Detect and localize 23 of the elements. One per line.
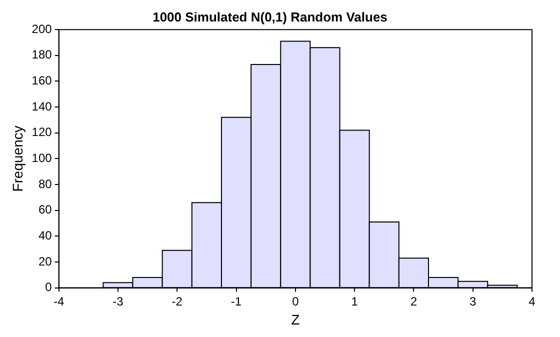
y-tick-label: 140 (32, 99, 52, 114)
y-tick-label: 20 (38, 254, 52, 268)
x-tick-label: 3 (470, 294, 477, 308)
y-tick-label: 120 (32, 125, 52, 140)
x-axis-title: Z (291, 311, 300, 328)
x-tick-label: -2 (172, 294, 183, 308)
y-tick-label: 160 (32, 74, 52, 88)
y-tick-label: 100 (32, 151, 52, 166)
x-tick-label: 2 (410, 294, 418, 308)
x-tick-label: 4 (528, 294, 536, 308)
y-tick-label: 180 (32, 48, 52, 62)
y-tick-label: 0 (45, 280, 52, 294)
y-tick-label: 200 (32, 22, 52, 36)
y-tick-label: 80 (38, 176, 52, 191)
y-tick-label: 60 (38, 202, 52, 217)
x-tick-label: 0 (292, 294, 300, 308)
x-tick-label: -3 (112, 294, 124, 308)
y-axis-title: Frequency (9, 126, 26, 192)
x-tick-label: -1 (230, 294, 242, 308)
y-tick-label: 40 (38, 228, 52, 242)
chart-title: 1000 Simulated N(0,1) Random Values (152, 9, 388, 24)
x-tick-label: 1 (351, 294, 358, 308)
x-tick-label: -4 (53, 294, 64, 308)
